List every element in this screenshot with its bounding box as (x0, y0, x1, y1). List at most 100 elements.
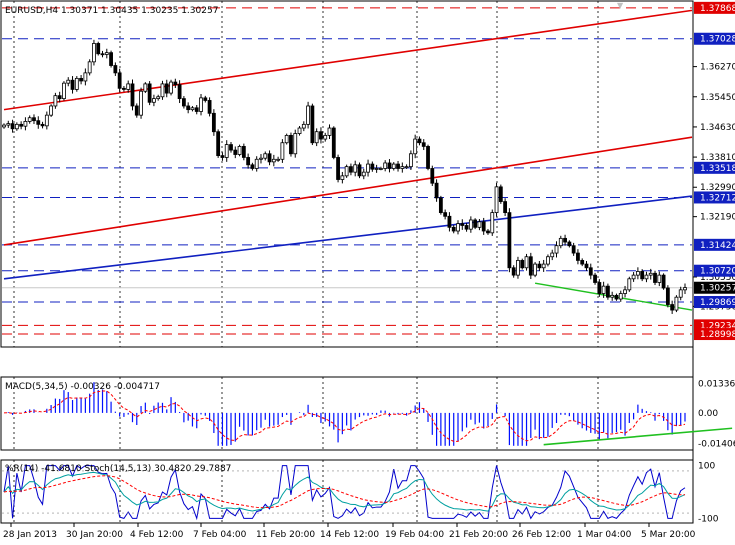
candle-bear (19, 123, 24, 127)
candle-bull (391, 163, 396, 169)
candle-bull (516, 260, 520, 276)
candle-bear (32, 117, 36, 122)
candle-bear (567, 241, 572, 247)
candle-bull (340, 175, 345, 180)
level-price-badge (694, 32, 735, 45)
candle-bull (408, 153, 413, 168)
trend-line-red (3, 136, 693, 246)
candle-bear (336, 157, 340, 180)
candle-bull (366, 163, 370, 173)
date-tick-label: 4 Feb 12:00 (130, 530, 184, 540)
candle-bear (438, 197, 443, 214)
candle-bull (674, 296, 679, 311)
candle-bull (263, 153, 268, 159)
candle-bull (550, 252, 555, 258)
candle-bear (113, 65, 118, 74)
candle-bull (301, 123, 306, 129)
candle-bull (156, 96, 161, 100)
candle-bull (468, 219, 473, 230)
macd-trend-line (543, 427, 733, 446)
candle-bear (576, 252, 580, 261)
trend-line-blue (3, 195, 693, 280)
candle-bear (181, 98, 186, 107)
candle-bear (443, 212, 448, 217)
level-price-badge (694, 191, 735, 204)
price-tick-label: 1.36270 (700, 63, 735, 73)
osc-tick-label: 100 (698, 462, 715, 472)
candle-bear (464, 225, 469, 230)
candle-bull (541, 263, 546, 269)
candle-bull (104, 52, 109, 55)
candle-bull (374, 168, 379, 170)
candle-bear (387, 162, 392, 169)
nav-arrow-icon[interactable]: ▼ (617, 1, 624, 10)
level-price-label: 1.33518 (700, 164, 735, 174)
candle-bear (614, 294, 619, 300)
candle-bear (173, 81, 178, 86)
level-price-label: 1.28998 (700, 330, 735, 340)
price-tick-label: 1.32190 (700, 213, 735, 223)
date-tick-label: 26 Feb 12:00 (512, 530, 571, 540)
candle-bear (186, 105, 191, 111)
candle-bull (280, 142, 285, 160)
candle-bull (83, 72, 88, 82)
candle-bear (241, 146, 246, 158)
candle-bear (36, 120, 41, 125)
candle-bear (580, 260, 585, 265)
candle-bear (503, 201, 508, 214)
macd-signal-line (3, 390, 686, 442)
date-tick-label: 28 Jan 2013 (3, 530, 57, 540)
candle-bull (139, 90, 143, 116)
candle-bear (250, 164, 255, 169)
candle-bull (199, 97, 203, 112)
candle-bear (130, 83, 135, 107)
candle-bull (92, 43, 96, 63)
candle-bear (70, 79, 75, 90)
date-tick-label: 7 Feb 04:00 (193, 530, 247, 540)
candle-bear (267, 153, 272, 163)
candle-bull (6, 123, 11, 126)
candle-bull (524, 256, 529, 269)
candle-bull (610, 294, 615, 298)
stoch-signal-line (3, 475, 686, 509)
candle-bear (289, 134, 293, 155)
candle-bull (237, 146, 242, 155)
candle-bull (2, 124, 6, 128)
candle-bull (169, 81, 173, 94)
candle-bull (27, 117, 32, 122)
candle-bear (396, 163, 400, 169)
candle-bear (122, 87, 126, 90)
candle-bear (460, 223, 465, 226)
candle-bull (494, 186, 499, 214)
date-tick-label: 11 Feb 20:00 (256, 530, 315, 540)
candle-bull (271, 158, 276, 163)
candle-bull (276, 158, 281, 161)
candle-bull (284, 134, 289, 144)
candle-bear (640, 271, 645, 280)
candle-bear (246, 157, 251, 166)
candle-bear (481, 221, 486, 232)
candle-bull (404, 166, 409, 169)
candle-bull (74, 77, 79, 90)
macd-tick-label: 0.01336 (698, 380, 735, 390)
candle-bear (665, 287, 670, 305)
candle-bear (661, 274, 666, 289)
candle-bear (511, 267, 516, 276)
candle-bull (400, 166, 405, 169)
candle-bear (349, 166, 353, 173)
candle-bull (558, 237, 563, 247)
candle-bull (683, 287, 687, 291)
candle-bull (297, 127, 302, 134)
candle-bull (160, 83, 165, 98)
level-price-badge (694, 264, 735, 277)
candle-bear (229, 144, 233, 151)
candle-bull (631, 274, 636, 280)
level-price-label: 1.29234 (700, 321, 735, 331)
candle-bull (327, 127, 332, 136)
candle-bear (40, 123, 45, 127)
candle-bull (49, 105, 54, 116)
candle-bear (451, 226, 456, 232)
candle-bear (220, 155, 225, 158)
